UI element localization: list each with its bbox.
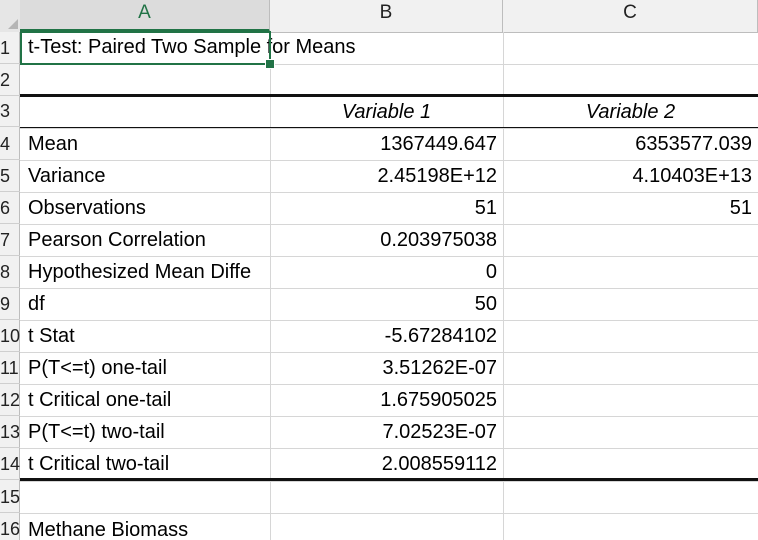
column-header-c[interactable]: C <box>503 0 758 32</box>
fill-handle[interactable] <box>265 59 275 69</box>
gridline <box>503 32 504 540</box>
stat-variable-2-cell[interactable]: 6353577.039 <box>635 133 752 155</box>
stat-label-cell[interactable]: Observations <box>28 197 146 219</box>
row-header-13[interactable]: 13 <box>0 416 20 448</box>
column-header-b[interactable]: B <box>270 0 503 32</box>
select-all-triangle-icon <box>8 19 18 29</box>
stat-variable-2-cell[interactable]: 51 <box>729 197 752 219</box>
gridline <box>20 288 758 289</box>
row-header-16[interactable]: 16 <box>0 513 20 540</box>
stat-label-cell[interactable]: t Critical two-tail <box>28 453 170 475</box>
header-underline <box>20 127 758 128</box>
stat-variable-1-cell[interactable]: 0.203975038 <box>380 229 497 251</box>
stat-label-cell[interactable]: Mean <box>28 133 79 155</box>
row-header-1[interactable]: 1 <box>0 32 20 64</box>
stat-variable-2-cell[interactable] <box>503 449 758 480</box>
row-header-14[interactable]: 14 <box>0 448 20 480</box>
row-header-8[interactable]: 8 <box>0 256 20 288</box>
cell-b3-variable-1[interactable]: Variable 1 <box>341 101 432 123</box>
gridline <box>270 32 271 540</box>
row-header-3[interactable]: 3 <box>0 95 20 127</box>
gridline <box>20 256 758 257</box>
gridline <box>20 448 758 449</box>
stat-variable-2-cell[interactable] <box>503 385 758 416</box>
stat-variable-1-cell[interactable]: 1367449.647 <box>380 133 497 155</box>
column-header-a[interactable]: A <box>20 0 270 32</box>
stat-variable-2-cell[interactable] <box>503 289 758 320</box>
gridline <box>20 128 758 129</box>
gridline <box>20 320 758 321</box>
stat-variable-1-cell[interactable]: 1.675905025 <box>380 389 497 411</box>
gridline <box>20 64 758 65</box>
stat-variable-2-cell[interactable] <box>503 321 758 352</box>
select-all-corner[interactable] <box>0 0 21 32</box>
stat-label-cell[interactable]: Hypothesized Mean Diffe <box>28 261 252 283</box>
stat-variable-1-cell[interactable]: 2.008559112 <box>381 453 497 475</box>
stat-variable-1-cell[interactable]: -5.67284102 <box>384 325 497 347</box>
gridline <box>20 513 758 514</box>
stat-variable-2-cell[interactable] <box>503 225 758 256</box>
gridline <box>20 384 758 385</box>
cell-a1-title[interactable]: t-Test: Paired Two Sample for Means <box>28 36 356 58</box>
cell-grid: t-Test: Paired Two Sample for Means Vari… <box>20 31 758 540</box>
cell-c3-variable-2[interactable]: Variable 2 <box>585 101 676 123</box>
cell-a16-label[interactable]: Methane Biomass <box>28 519 189 540</box>
stat-variable-1-cell[interactable]: 3.51262E-07 <box>382 357 497 379</box>
stat-variable-2-cell[interactable] <box>503 417 758 448</box>
table-bottom-border <box>20 478 758 481</box>
stat-label-cell[interactable]: t Critical one-tail <box>28 389 172 411</box>
stat-label-cell[interactable]: Pearson Correlation <box>28 229 206 251</box>
row-header-6[interactable]: 6 <box>0 192 20 224</box>
row-header-15[interactable]: 15 <box>0 481 20 513</box>
row-header-9[interactable]: 9 <box>0 288 20 320</box>
stat-variable-2-cell[interactable]: 4.10403E+13 <box>632 165 752 187</box>
stat-label-cell[interactable]: P(T<=t) one-tail <box>28 357 167 379</box>
stat-label-cell[interactable]: t Stat <box>28 325 75 347</box>
row-header-10[interactable]: 10 <box>0 320 20 352</box>
stat-variable-1-cell[interactable]: 0 <box>485 261 497 283</box>
row-header-2[interactable]: 2 <box>0 64 20 96</box>
gridline <box>20 352 758 353</box>
stat-variable-1-cell[interactable]: 51 <box>474 197 497 219</box>
stat-variable-1-cell[interactable]: 50 <box>474 293 497 315</box>
column-header-bar: A B C <box>0 0 758 33</box>
row-header-7[interactable]: 7 <box>0 224 20 256</box>
table-top-border <box>20 94 758 97</box>
stat-label-cell[interactable]: P(T<=t) two-tail <box>28 421 165 443</box>
row-header-5[interactable]: 5 <box>0 160 20 192</box>
stat-variable-2-cell[interactable] <box>503 257 758 288</box>
gridline <box>20 481 758 482</box>
gridline <box>20 416 758 417</box>
stat-variable-1-cell[interactable]: 2.45198E+12 <box>377 165 497 187</box>
gridline <box>20 160 758 161</box>
stat-variable-2-cell[interactable] <box>503 353 758 384</box>
row-header-11[interactable]: 11 <box>0 352 20 384</box>
row-header-12[interactable]: 12 <box>0 384 20 416</box>
stat-label-cell[interactable]: Variance <box>28 165 106 187</box>
row-header-4[interactable]: 4 <box>0 128 20 160</box>
gridline <box>20 224 758 225</box>
stat-variable-1-cell[interactable]: 7.02523E-07 <box>382 421 497 443</box>
stat-label-cell[interactable]: df <box>28 293 45 315</box>
gridline <box>20 192 758 193</box>
